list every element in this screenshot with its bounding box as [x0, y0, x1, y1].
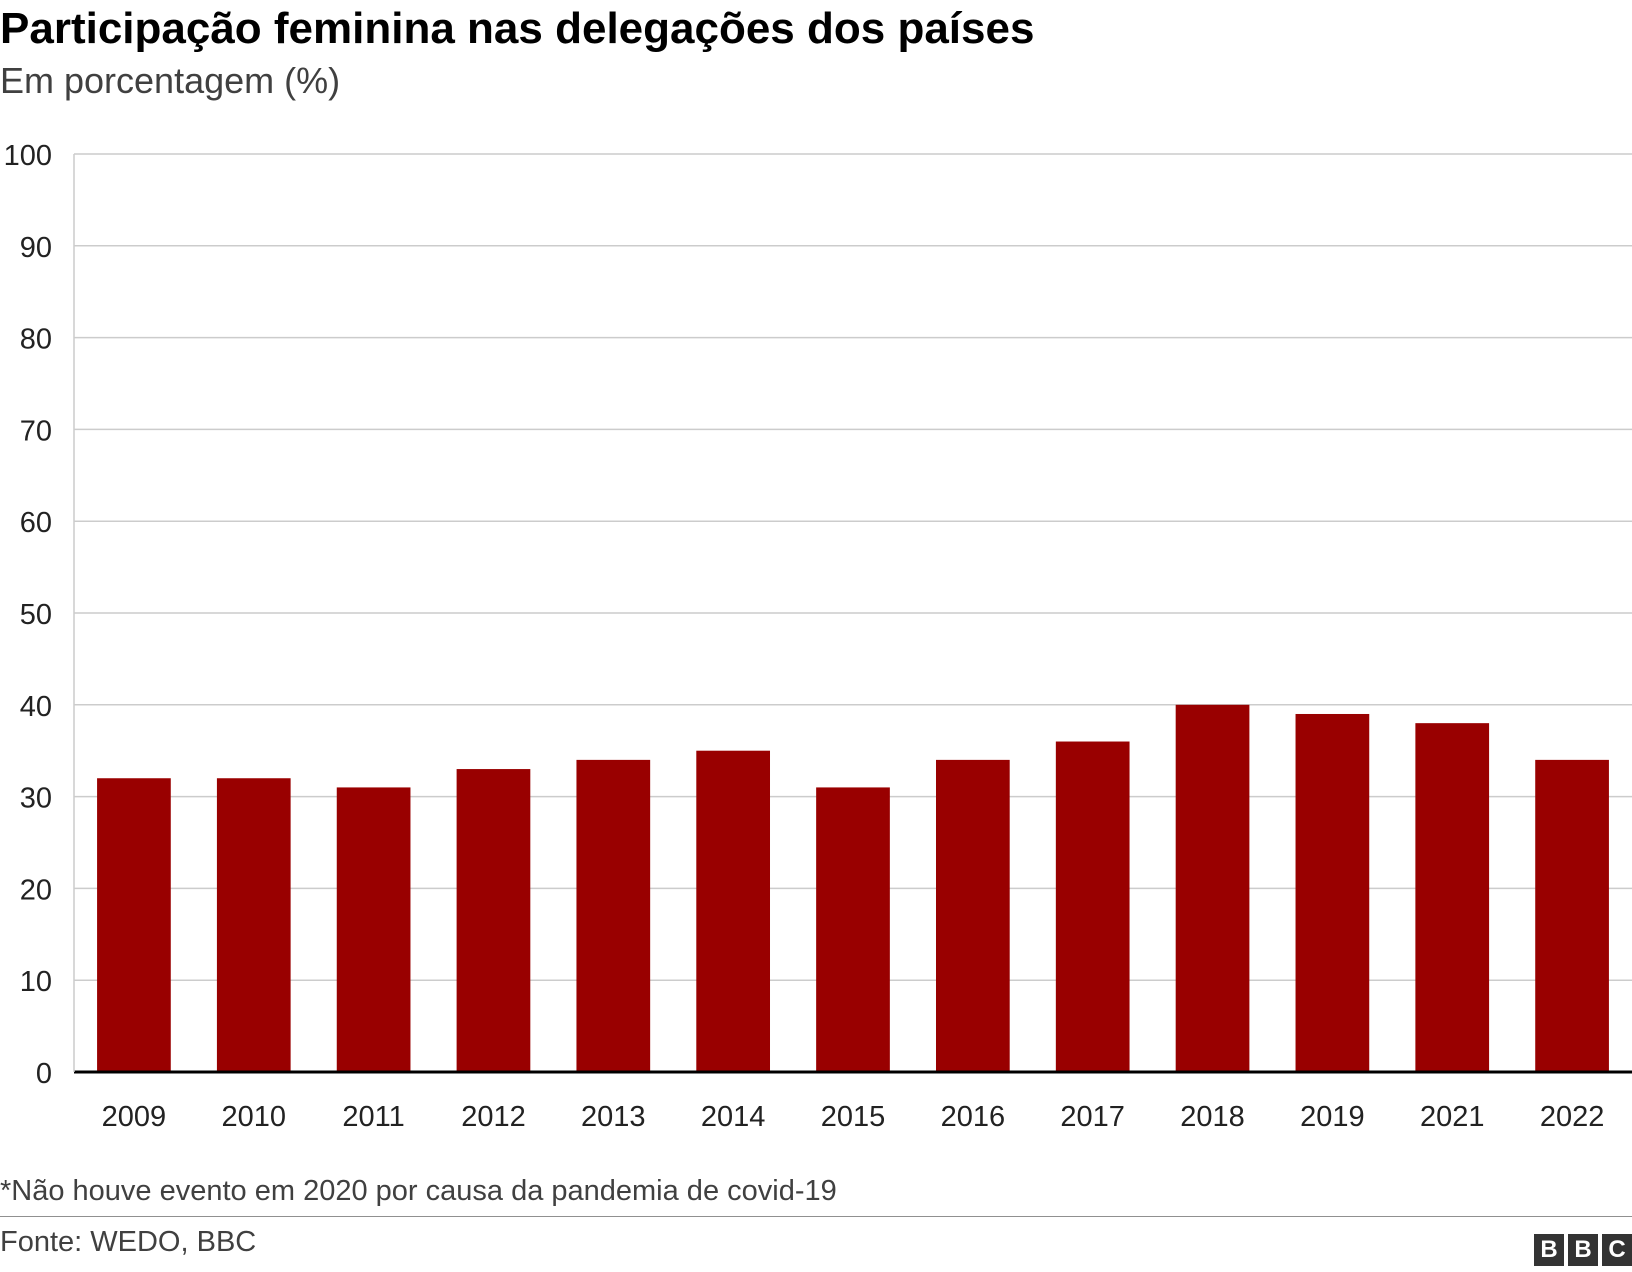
- y-tick-label: 10: [20, 966, 52, 998]
- footnote: *Não houve evento em 2020 por causa da p…: [0, 1175, 837, 1207]
- bar-2017: [1055, 741, 1130, 1072]
- x-tick-label: 2012: [461, 1101, 526, 1133]
- bar-2019: [1295, 713, 1370, 1072]
- logo-letter: C: [1602, 1234, 1632, 1266]
- x-tick-label: 2014: [701, 1101, 766, 1133]
- y-tick-label: 0: [36, 1058, 52, 1090]
- bbc-logo: B B C: [1534, 1234, 1632, 1266]
- bar-2021: [1415, 723, 1490, 1072]
- x-tick-label: 2017: [1060, 1101, 1125, 1133]
- y-tick-label: 50: [20, 599, 52, 631]
- x-tick-label: 2013: [581, 1101, 646, 1133]
- x-tick-label: 2010: [222, 1101, 287, 1133]
- y-tick-label: 80: [20, 324, 52, 356]
- chart-title: Participação feminina nas delegações dos…: [0, 4, 1035, 53]
- y-tick-label: 70: [20, 415, 52, 447]
- y-tick-label: 30: [20, 783, 52, 815]
- x-tick-label: 2016: [941, 1101, 1006, 1133]
- x-tick-label: 2018: [1180, 1101, 1245, 1133]
- y-tick-label: 90: [20, 232, 52, 264]
- x-tick-label: 2009: [102, 1101, 167, 1133]
- bar-2011: [336, 787, 411, 1072]
- source-text: Fonte: WEDO, BBC: [0, 1226, 257, 1258]
- bar-2018: [1175, 704, 1250, 1072]
- bar-2022: [1535, 759, 1609, 1072]
- gridlines: [74, 153, 1632, 981]
- y-tick-label: 20: [20, 874, 52, 906]
- chart-subtitle: Em porcentagem (%): [0, 60, 341, 101]
- y-tick-label: 40: [20, 691, 52, 723]
- x-tick-label: 2019: [1300, 1101, 1365, 1133]
- x-tick-label: 2015: [821, 1101, 886, 1133]
- y-axis-tick-labels: 0 10 20 30 40 50 60 70 80 90 100: [4, 140, 52, 1090]
- bar-2013: [576, 759, 651, 1072]
- y-tick-label: 100: [4, 140, 52, 172]
- y-tick-label: 60: [20, 507, 52, 539]
- bars: [97, 704, 1609, 1072]
- bar-2014: [696, 750, 771, 1072]
- x-tick-label: 2021: [1420, 1101, 1485, 1133]
- bar-2010: [216, 778, 291, 1072]
- x-tick-label: 2022: [1540, 1101, 1605, 1133]
- bar-2015: [816, 787, 890, 1072]
- bar-2016: [935, 759, 1010, 1072]
- bar-2012: [456, 769, 531, 1072]
- logo-letter: B: [1534, 1234, 1564, 1266]
- x-tick-label: 2011: [342, 1101, 404, 1133]
- x-axis-tick-labels: 2009 2010 2011 2012 2013 2014 2015 2016 2017 2018…: [102, 1101, 1605, 1133]
- bar-2009: [97, 778, 171, 1072]
- logo-letter: B: [1568, 1234, 1598, 1266]
- footer-divider: [0, 1216, 1632, 1217]
